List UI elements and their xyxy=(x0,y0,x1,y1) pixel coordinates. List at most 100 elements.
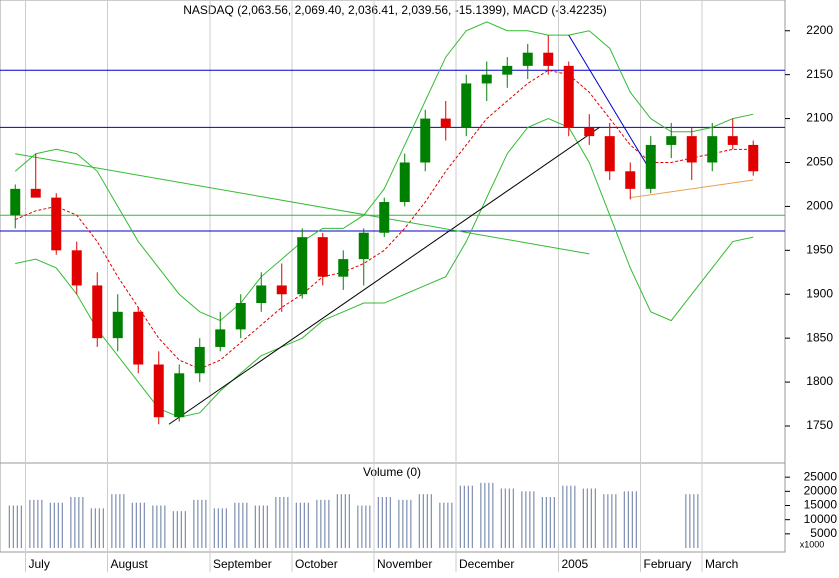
candle-body xyxy=(461,83,472,128)
volume-bar xyxy=(328,499,330,548)
volume-bar xyxy=(316,499,318,548)
volume-bar xyxy=(594,488,596,548)
candle-body xyxy=(563,65,574,128)
volume-bar xyxy=(8,505,10,548)
volume-bar xyxy=(348,494,350,548)
volume-bar xyxy=(176,511,178,548)
volume-bar xyxy=(541,497,543,548)
y-tick-label: 2150 xyxy=(806,67,833,81)
volume-bar xyxy=(279,497,281,548)
volume-bar xyxy=(254,505,256,548)
overlay-line xyxy=(15,118,754,418)
y-tick-label: 25000 xyxy=(804,469,838,483)
volume-bar xyxy=(582,488,584,548)
volume-bar xyxy=(275,497,277,548)
volume-bar xyxy=(336,494,338,548)
trend-line xyxy=(168,126,600,425)
volume-bar xyxy=(213,508,215,548)
volume-bar xyxy=(635,491,637,548)
volume-bar xyxy=(344,494,346,548)
y-tick-label: 15000 xyxy=(804,498,838,512)
volume-bar xyxy=(283,497,285,548)
volume-bar xyxy=(586,488,588,548)
volume-bar xyxy=(381,497,383,548)
volume-bar xyxy=(172,511,174,548)
volume-bar xyxy=(451,502,453,548)
volume-bar xyxy=(443,502,445,548)
volume-bar xyxy=(603,494,605,548)
y-tick-label: 20000 xyxy=(804,484,838,498)
x-tick-label: August xyxy=(111,557,149,571)
volume-bar xyxy=(529,491,531,548)
volume-bar xyxy=(389,497,391,548)
volume-bar xyxy=(221,508,223,548)
volume-bar xyxy=(266,505,268,548)
candle-body xyxy=(10,188,21,216)
candle-body xyxy=(133,311,144,365)
y-tick-label: 5000 xyxy=(810,526,837,540)
x-tick-label: 2005 xyxy=(562,557,589,571)
candle-body xyxy=(92,285,103,339)
volume-bar xyxy=(611,494,613,548)
volume-bar xyxy=(402,499,404,548)
candle-body xyxy=(194,346,205,374)
volume-bar xyxy=(217,508,219,548)
candle-body xyxy=(51,197,62,251)
volume-unit: x1000 xyxy=(800,539,825,549)
volume-bar xyxy=(488,482,490,548)
candle-body xyxy=(584,127,595,137)
volume-bar xyxy=(123,494,125,548)
volume-bar xyxy=(82,497,84,548)
plot-frame xyxy=(0,0,786,553)
volume-bar xyxy=(205,499,207,548)
volume-bar xyxy=(492,482,494,548)
volume-bar xyxy=(689,494,691,548)
volume-bar xyxy=(152,505,154,548)
volume-bar xyxy=(143,502,145,548)
candle-body xyxy=(399,162,410,203)
volume-bar xyxy=(287,497,289,548)
volume-bar xyxy=(295,502,297,548)
candle-body xyxy=(297,237,308,295)
y-tick-label: 1900 xyxy=(806,286,833,300)
volume-bar xyxy=(61,502,63,548)
volume-bar xyxy=(111,494,113,548)
volume-bar xyxy=(398,499,400,548)
volume-bar xyxy=(570,485,572,548)
volume-bar xyxy=(607,494,609,548)
volume-bar xyxy=(553,497,555,548)
volume-bar xyxy=(693,494,695,548)
volume-bar xyxy=(521,491,523,548)
volume-bar xyxy=(53,502,55,548)
volume-bar xyxy=(508,488,510,548)
volume-bar xyxy=(119,494,121,548)
volume-bar xyxy=(320,499,322,548)
y-tick-label: 1850 xyxy=(806,330,833,344)
volume-bar xyxy=(467,485,469,548)
volume-bar xyxy=(685,494,687,548)
candle-body xyxy=(174,373,185,418)
candle-body xyxy=(338,259,349,277)
volume-bar xyxy=(299,502,301,548)
volume-bar xyxy=(102,508,104,548)
candle-body xyxy=(625,171,636,189)
volume-bar xyxy=(439,502,441,548)
candle-body xyxy=(645,144,656,189)
volume-bar xyxy=(484,482,486,548)
y-tick-label: 1800 xyxy=(806,374,833,388)
trend-line xyxy=(15,153,590,255)
volume-bar xyxy=(33,499,35,548)
chart-title: NASDAQ (2,063.56, 2,069.40, 2,036.41, 2,… xyxy=(183,3,607,17)
volume-bar xyxy=(246,502,248,548)
volume-bar xyxy=(377,497,379,548)
volume-bar xyxy=(90,508,92,548)
candle-body xyxy=(440,118,451,128)
volume-bar xyxy=(459,485,461,548)
volume-bar xyxy=(504,488,506,548)
volume-bar xyxy=(193,499,195,548)
x-tick-label: July xyxy=(29,557,50,571)
volume-bar xyxy=(385,497,387,548)
volume-bar xyxy=(361,505,363,548)
volume-bar xyxy=(623,491,625,548)
